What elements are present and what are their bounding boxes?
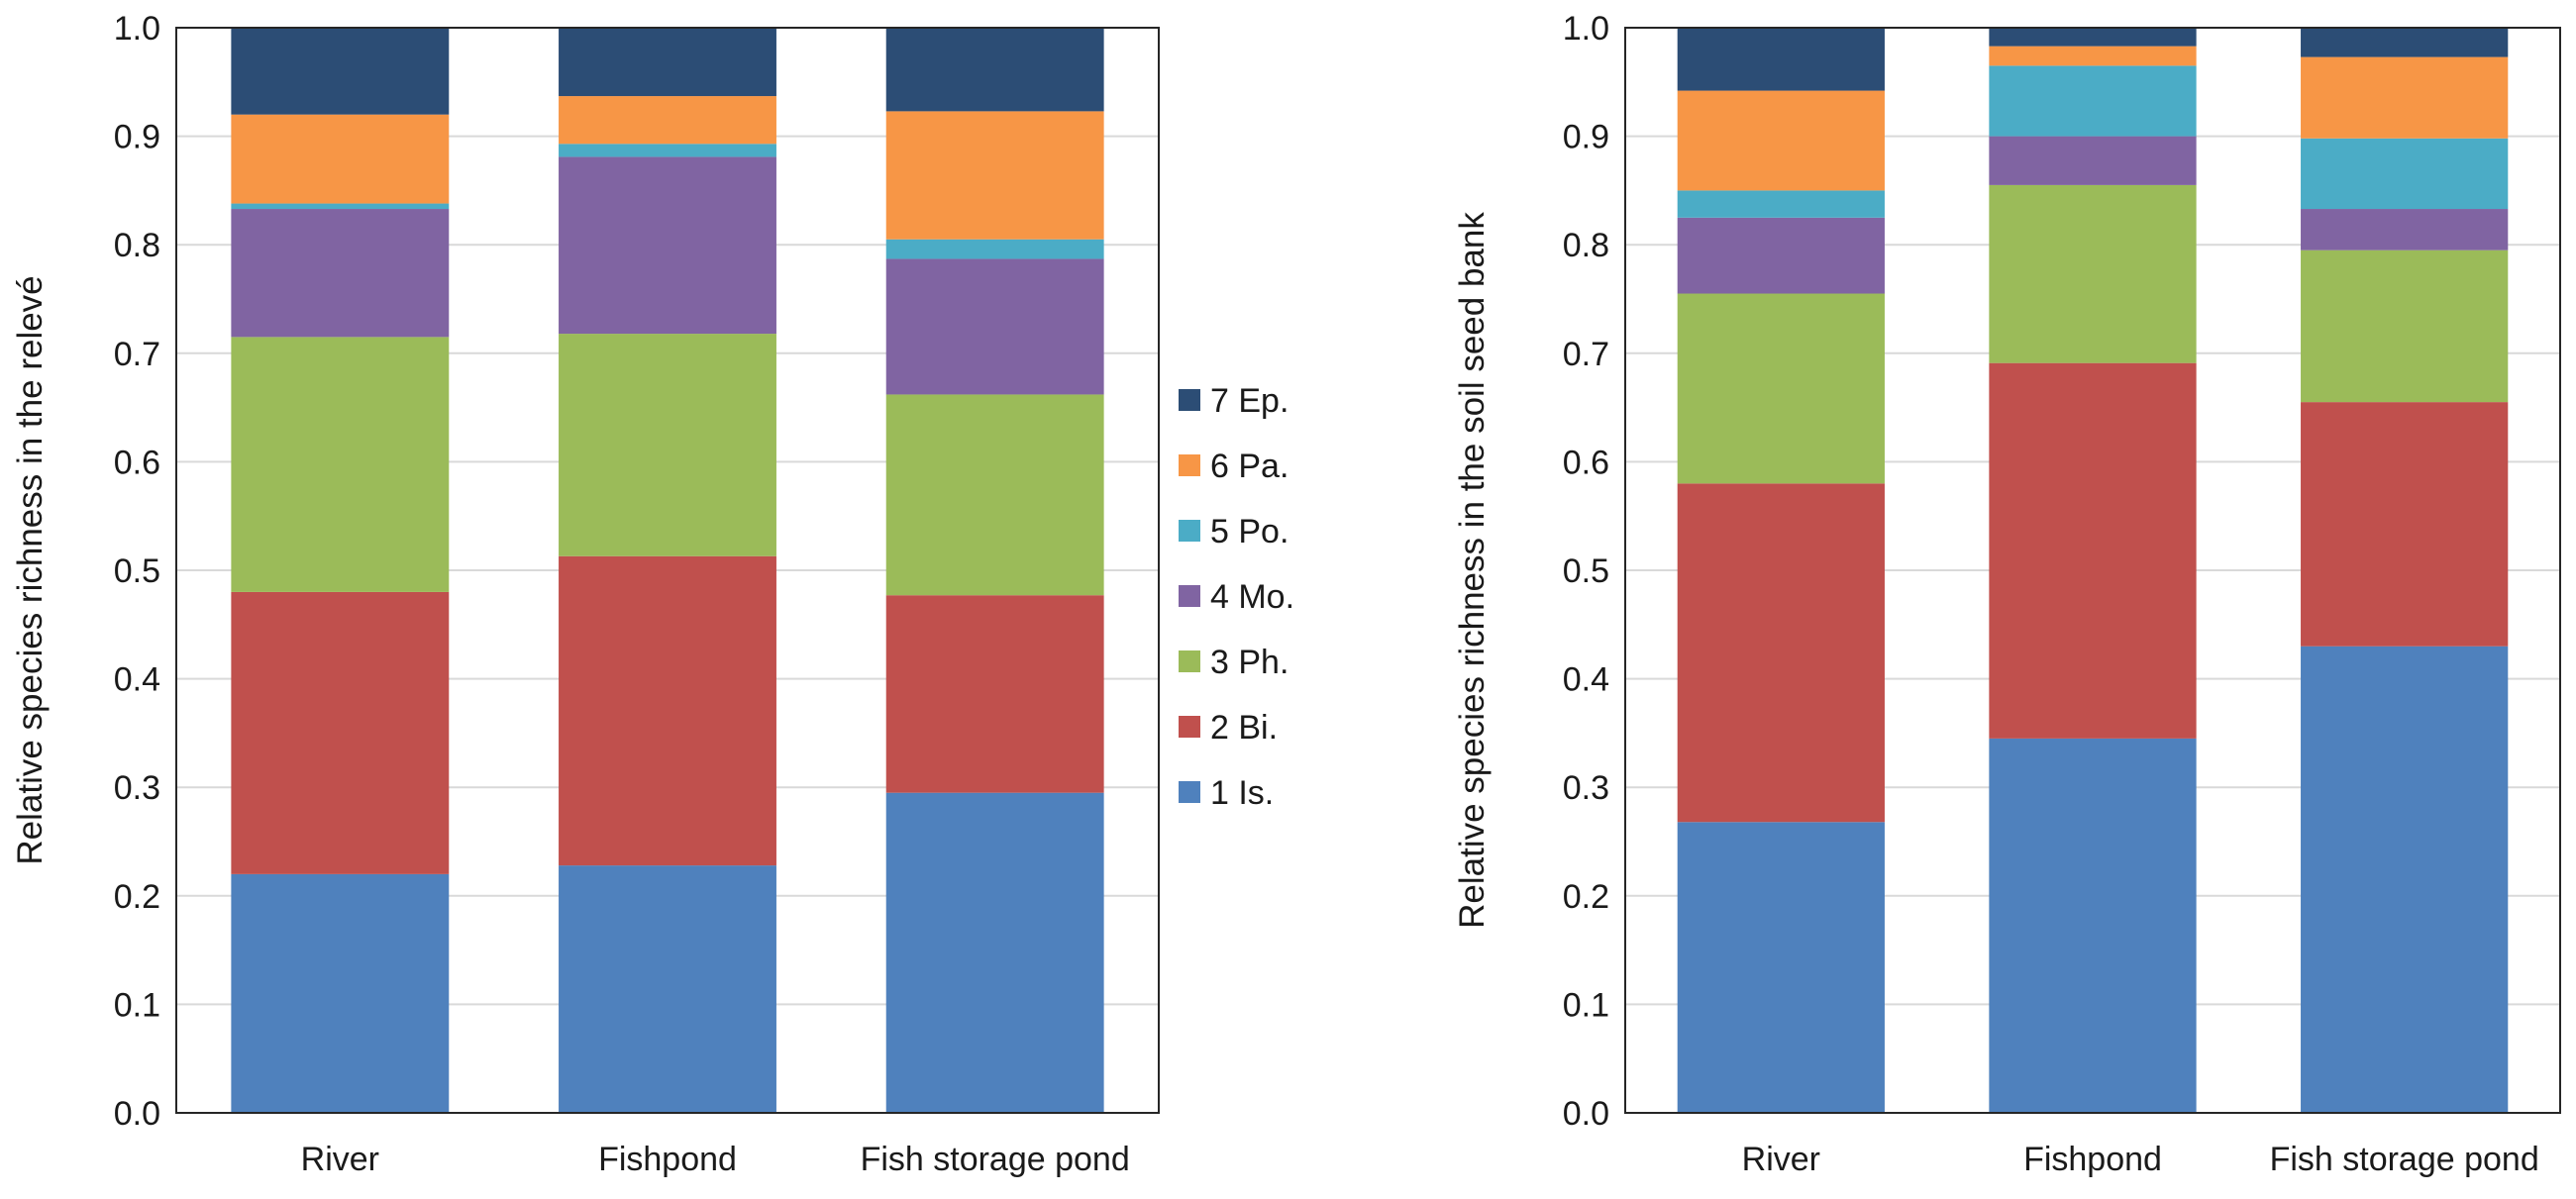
legend-label-3-ph: 3 Ph. xyxy=(1210,644,1288,681)
bar-segment-1-is-fish-storage-pond xyxy=(2301,646,2509,1113)
y-tick-label: 0.6 xyxy=(1563,444,1609,481)
y-tick-label: 0.3 xyxy=(114,769,160,807)
bar-segment-1-is-river xyxy=(1677,822,1885,1113)
y-tick-label: 0.0 xyxy=(114,1095,160,1133)
y-tick-label: 0.6 xyxy=(114,444,160,481)
y-tick-label: 0.8 xyxy=(114,227,160,264)
bar-segment-4-mo-fishpond xyxy=(559,156,776,335)
y-tick-label: 0.0 xyxy=(1563,1095,1609,1133)
y-tick-label: 0.5 xyxy=(114,552,160,590)
legend-label-6-pa: 6 Pa. xyxy=(1210,448,1288,485)
legend-swatch-3-ph xyxy=(1179,650,1200,672)
bar-segment-6-pa-fishpond xyxy=(559,96,776,145)
x-tick-label-fish-storage-pond: Fish storage pond xyxy=(861,1141,1130,1178)
y-tick-label: 0.1 xyxy=(1563,986,1609,1024)
bar-segment-6-pa-river xyxy=(231,114,450,204)
bar-segment-2-bi-fish-storage-pond xyxy=(2301,402,2509,647)
y-tick-label: 0.4 xyxy=(114,661,160,699)
bar-segment-3-ph-fish-storage-pond xyxy=(885,394,1104,596)
legend-swatch-1-is xyxy=(1179,781,1200,803)
x-tick-label-fish-storage-pond: Fish storage pond xyxy=(2270,1141,2539,1178)
y-tick-label: 0.9 xyxy=(1563,119,1609,156)
legend-label-5-po: 5 Po. xyxy=(1210,513,1288,550)
legend-label-7-ep: 7 Ep. xyxy=(1210,382,1288,420)
plot-frame xyxy=(175,27,1160,1114)
bar-segment-4-mo-fishpond xyxy=(1989,136,2197,185)
legend-label-1-is: 1 Is. xyxy=(1210,774,1274,812)
bar-segment-4-mo-fish-storage-pond xyxy=(2301,209,2509,250)
bar-segment-7-ep-fish-storage-pond xyxy=(885,28,1104,112)
legend-label-2-bi: 2 Bi. xyxy=(1210,709,1278,747)
chart-relative-richness-releve: 0.0 0.1 0.2 0.3 0.4 0.5 0.6 0.7 0.8 0.9 1.0 River Fi… xyxy=(11,10,1160,1178)
bar-segment-2-bi-fishpond xyxy=(559,555,776,866)
y-tick-label: 0.5 xyxy=(1563,552,1609,590)
bar-segment-5-po-river xyxy=(231,203,450,210)
bar-segment-5-po-river xyxy=(1677,190,1885,218)
bar-segment-7-ep-fish-storage-pond xyxy=(2301,28,2509,57)
y-tick-label: 0.7 xyxy=(1563,336,1609,373)
y-tick-label: 0.1 xyxy=(114,986,160,1024)
bar-segment-5-po-fishpond xyxy=(559,144,776,157)
bar-segment-6-pa-fishpond xyxy=(1989,46,2197,66)
bar-segment-4-mo-river xyxy=(231,209,450,338)
bar-segment-5-po-fish-storage-pond xyxy=(2301,138,2509,210)
bar-segment-6-pa-fish-storage-pond xyxy=(2301,56,2509,139)
bar-segment-3-ph-river xyxy=(231,337,450,592)
bar-segment-2-bi-river xyxy=(1677,483,1885,823)
bar-segment-2-bi-river xyxy=(231,591,450,874)
bar-segment-5-po-fish-storage-pond xyxy=(885,239,1104,259)
x-tick-label-fishpond: Fishpond xyxy=(2023,1141,2162,1178)
bar-segment-2-bi-fish-storage-pond xyxy=(885,595,1104,793)
legend-swatch-7-ep xyxy=(1179,389,1200,411)
bar-segment-1-is-fishpond xyxy=(559,865,776,1113)
legend: 7 Ep. 6 Pa. 5 Po. 4 Mo. 3 Ph. 2 Bi. 1 Is. xyxy=(1179,382,1294,812)
plot-frame xyxy=(1624,27,2561,1114)
x-tick-label-river: River xyxy=(301,1141,379,1178)
y-tick-label: 0.4 xyxy=(1563,661,1609,699)
bar-segment-1-is-fishpond xyxy=(1989,738,2197,1113)
y-tick-label: 0.9 xyxy=(114,119,160,156)
bar-segment-2-bi-fishpond xyxy=(1989,362,2197,739)
bar-segment-3-ph-fish-storage-pond xyxy=(2301,250,2509,403)
chart-relative-richness-seed-bank: 0.0 0.1 0.2 0.3 0.4 0.5 0.6 0.7 0.8 0.9 1.0 River Fi… xyxy=(1453,10,2561,1178)
bar-segment-4-mo-fish-storage-pond xyxy=(885,258,1104,395)
y-tick-label: 0.8 xyxy=(1563,227,1609,264)
x-tick-label-river: River xyxy=(1742,1141,1820,1178)
y-tick-label: 0.2 xyxy=(114,878,160,916)
y-tick-label: 1.0 xyxy=(114,10,160,48)
bar-segment-7-ep-fishpond xyxy=(559,28,776,97)
bar-segment-6-pa-fish-storage-pond xyxy=(885,111,1104,240)
y-tick-label: 0.7 xyxy=(114,336,160,373)
legend-swatch-2-bi xyxy=(1179,716,1200,738)
bar-segment-1-is-river xyxy=(231,873,450,1113)
bar-segment-5-po-fishpond xyxy=(1989,65,2197,137)
legend-label-4-mo: 4 Mo. xyxy=(1210,578,1294,616)
bar-segment-3-ph-fishpond xyxy=(559,334,776,556)
x-tick-label-fishpond: Fishpond xyxy=(598,1141,737,1178)
bar-segment-7-ep-river xyxy=(1677,28,1885,91)
y-tick-label: 0.3 xyxy=(1563,769,1609,807)
y-axis-title: Relative species richness in the relevé xyxy=(11,275,50,864)
y-tick-label: 1.0 xyxy=(1563,10,1609,48)
y-tick-label: 0.2 xyxy=(1563,878,1609,916)
bar-segment-7-ep-fishpond xyxy=(1989,28,2197,47)
bar-segment-4-mo-river xyxy=(1677,217,1885,294)
bar-segment-6-pa-river xyxy=(1677,90,1885,191)
bar-segment-1-is-fish-storage-pond xyxy=(885,792,1104,1113)
legend-swatch-5-po xyxy=(1179,520,1200,542)
legend-swatch-4-mo xyxy=(1179,585,1200,607)
bar-segment-7-ep-river xyxy=(231,28,450,115)
legend-swatch-6-pa xyxy=(1179,454,1200,476)
y-axis-title: Relative species richness in the soil se… xyxy=(1453,212,1492,929)
bar-segment-3-ph-river xyxy=(1677,293,1885,484)
bar-segment-3-ph-fishpond xyxy=(1989,184,2197,363)
